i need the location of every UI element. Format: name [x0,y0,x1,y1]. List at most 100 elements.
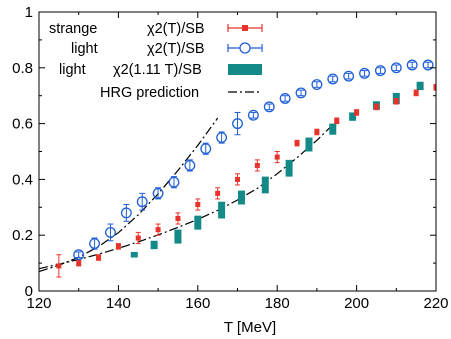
strange-marker [155,227,161,233]
x-tick-label: 140 [106,295,131,312]
light-marker [105,226,116,238]
y-tick-label: 0.6 [12,116,33,133]
light-marker [168,176,180,188]
band-bar [174,229,182,244]
band-bar [285,159,293,177]
light-point [216,131,228,144]
y-tick-label: 0.4 [12,171,33,188]
light-marker [247,109,259,121]
strange-point [96,254,102,261]
light-marker [120,207,132,219]
strange-point [334,117,340,125]
legend-row4-label: HRG prediction [100,85,199,101]
x-tick-label: 160 [185,295,210,312]
strange-marker [215,190,221,196]
band-bar [416,81,424,91]
light-marker [184,159,196,171]
light-marker [279,93,291,104]
light-point [295,87,307,99]
strange-point [195,198,201,211]
light-point [136,192,148,211]
y-tick-label: 0.2 [12,227,33,244]
strange-point [135,231,141,245]
light-point [406,59,418,71]
light-point [152,187,164,200]
strange-point [354,109,360,116]
light-marker [200,143,212,155]
light-marker [327,73,339,85]
light-marker [390,62,402,74]
light-point [168,176,180,189]
strange-marker [373,104,379,110]
strange-marker [175,215,181,221]
strange-point [56,254,62,278]
light-marker [263,101,275,113]
light-point [343,70,355,82]
light-point [327,73,339,85]
strange-marker [115,243,121,249]
strange-point [373,103,379,111]
band-bar [349,112,357,121]
strange-point [254,159,260,172]
band-bar [305,137,313,152]
band-bar [130,251,138,258]
light-point [359,67,370,79]
strange-marker [76,260,82,266]
band-bar [436,71,443,82]
strange-point [274,151,280,164]
legend-light-marker [227,42,263,54]
light-marker [422,59,434,71]
strange-point [175,212,181,225]
strange-marker [235,176,240,182]
legend-row3-label: χ2(1.11 T)/SB [113,62,202,78]
plot-frame [38,11,437,292]
strange-marker [254,162,260,168]
strange-point [433,84,436,91]
hrg-prediction-line-light [39,117,219,273]
light-marker [216,132,228,144]
light-point [105,223,116,242]
light-point [73,249,85,261]
light-marker [374,65,386,77]
light-point [263,101,275,113]
x-tick-label: 120 [26,295,51,312]
light-marker [406,59,418,71]
strange-marker [393,98,399,104]
light-point [184,159,196,172]
strange-point [235,173,240,186]
light-marker [136,196,148,208]
strange-point [215,187,221,200]
light-marker [89,238,101,250]
strange-point [76,259,82,267]
axes: 120 140 160 180 200 220 0 0.2 0.4 0.6 0.8 1 [12,4,448,312]
strange-marker [314,129,320,135]
legend-band-marker [228,64,262,75]
light-marker [295,87,307,99]
light-point [247,109,259,121]
strange-point [294,139,300,147]
strange-marker [56,263,62,269]
light-marker [343,70,355,82]
light-point [422,59,434,71]
legend-row1-name: strange [49,21,97,37]
light-point [374,65,386,77]
strange-point [393,97,399,105]
light-point [89,237,101,250]
light-marker [359,67,370,79]
y-tick-label: 1 [25,4,33,21]
y-tick-label: 0.8 [12,60,33,77]
light-point [120,204,132,222]
band-bar [329,123,337,135]
light-marker [232,118,243,130]
strange-marker [135,235,141,241]
data-marks [39,59,443,278]
strange-point [314,128,320,136]
y-tick-label: 0 [25,283,33,300]
strange-marker [96,255,102,261]
x-tick-label: 180 [265,295,290,312]
strange-marker [195,202,201,208]
light-marker [73,249,85,261]
legend-row3-name: light [59,62,86,78]
strange-marker [433,84,436,90]
